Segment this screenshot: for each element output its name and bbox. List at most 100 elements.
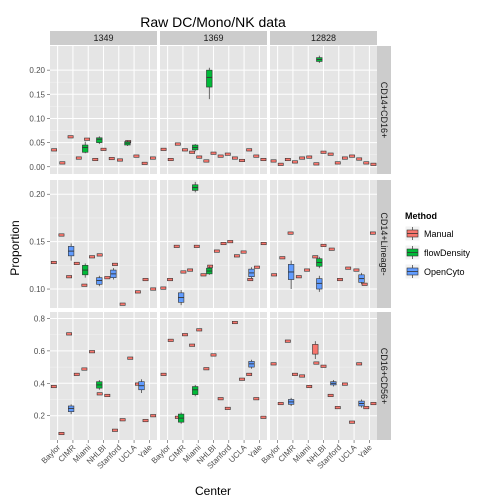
box-manual [232,157,237,159]
box-manual [76,157,81,159]
y-tick-label: 0.6 [34,347,46,356]
row-strip-label: CD14+CD16+ [379,82,389,139]
box-manual [300,157,305,159]
box-manual [354,269,359,271]
box-manual [105,276,110,278]
box-manual [248,278,253,280]
legend-title: Method [405,211,437,221]
box-manual [357,363,362,365]
box-manual [254,397,259,399]
column-strip-1: 1349 [50,31,157,45]
box-manual [296,276,301,278]
box-manual [362,283,367,285]
box-manual [168,158,173,160]
chart-title: Raw DC/Mono/NK data [140,14,286,30]
y-tick-label: 0.20 [29,190,45,199]
panel-r3-c3 [270,312,377,440]
box-manual [150,157,155,159]
box-manual [337,278,342,280]
box-manual [346,267,351,269]
box-manual [52,149,57,151]
box-manual [247,373,252,375]
box-manual [51,261,56,263]
box-manual [272,274,277,276]
box-manual [278,163,283,165]
box-manual [84,138,89,140]
box-manual [194,245,199,247]
y-tick-label: 0.10 [29,285,45,294]
box-manual [128,357,133,359]
box-manual [89,350,94,352]
box-manual [234,255,239,257]
box-flowDensity [192,387,198,395]
x-axis-label: Center [195,484,231,498]
y-tick-label: 0.00 [29,163,45,172]
legend-label: OpenCyto [424,267,465,277]
box-OpenCyto [96,278,102,285]
row-strip-label: CD16+CD56+ [379,348,389,405]
legend-item-manual: Manual [405,226,454,241]
column-strip-label: 12828 [311,33,336,43]
y-tick-label: 0.2 [34,412,46,421]
y-tick-label: 0.05 [29,139,45,148]
column-strip-label: 1349 [93,33,113,43]
box-manual [74,373,79,375]
box-manual [182,149,187,151]
box-manual [211,152,216,154]
box-manual [190,344,195,346]
column-strip-label: 1369 [203,33,223,43]
box-manual [328,153,333,155]
box-flowDensity [96,138,102,143]
box-manual [371,163,376,165]
box-manual [197,329,202,331]
box-manual [247,149,252,151]
box-manual [82,368,87,370]
box-manual [254,266,259,268]
box-manual [214,250,219,252]
box-flowDensity [206,70,212,87]
legend-label: flowDensity [424,248,471,258]
box-manual [67,276,72,278]
box-manual [271,363,276,365]
box-manual-large [312,344,318,354]
box-manual [161,148,166,150]
row-strip-label: CD14+Lineage- [379,212,389,275]
legend-item-flowdensity: flowDensity [405,245,471,260]
box-manual [181,271,186,273]
box-manual [167,278,172,280]
x-tick-label: Yale [357,443,375,461]
box-manual [134,155,139,157]
y-tick-label: 0.4 [34,379,46,388]
box-manual [60,162,65,164]
box-manual [314,362,319,364]
box-manual [261,416,266,418]
box-manual [261,242,266,244]
box-manual [307,156,312,158]
panels-layer: 1349 1369 12828 CD14+CD16+ 0.00 0.05 0.10 0.15 0… [29,31,391,471]
box-manual [211,354,216,356]
legend: Manual flowDensity OpenCyto [405,226,471,279]
box-manual [174,245,179,247]
box-flowDensity [82,145,88,152]
box-manual [225,153,230,155]
y-tick-label: 0.8 [34,314,46,323]
box-manual [218,397,223,399]
box-manual [97,254,102,256]
box-OpenCyto [316,279,322,289]
box-manual [232,321,237,323]
box-manual [201,274,206,276]
box-manual [221,242,226,244]
y-axis-label: Proportion [8,220,22,275]
box-manual [101,148,106,150]
panel-r2-c2 [160,180,267,308]
box-manual [68,136,73,138]
box-manual [300,375,305,377]
box-manual [142,162,147,164]
box-manual [204,368,209,370]
box-manual [151,414,156,416]
box-manual [112,263,117,265]
box-manual [67,333,72,335]
box-manual [228,240,233,242]
box-manual [239,159,244,161]
panel-r1-c1 [50,46,157,174]
